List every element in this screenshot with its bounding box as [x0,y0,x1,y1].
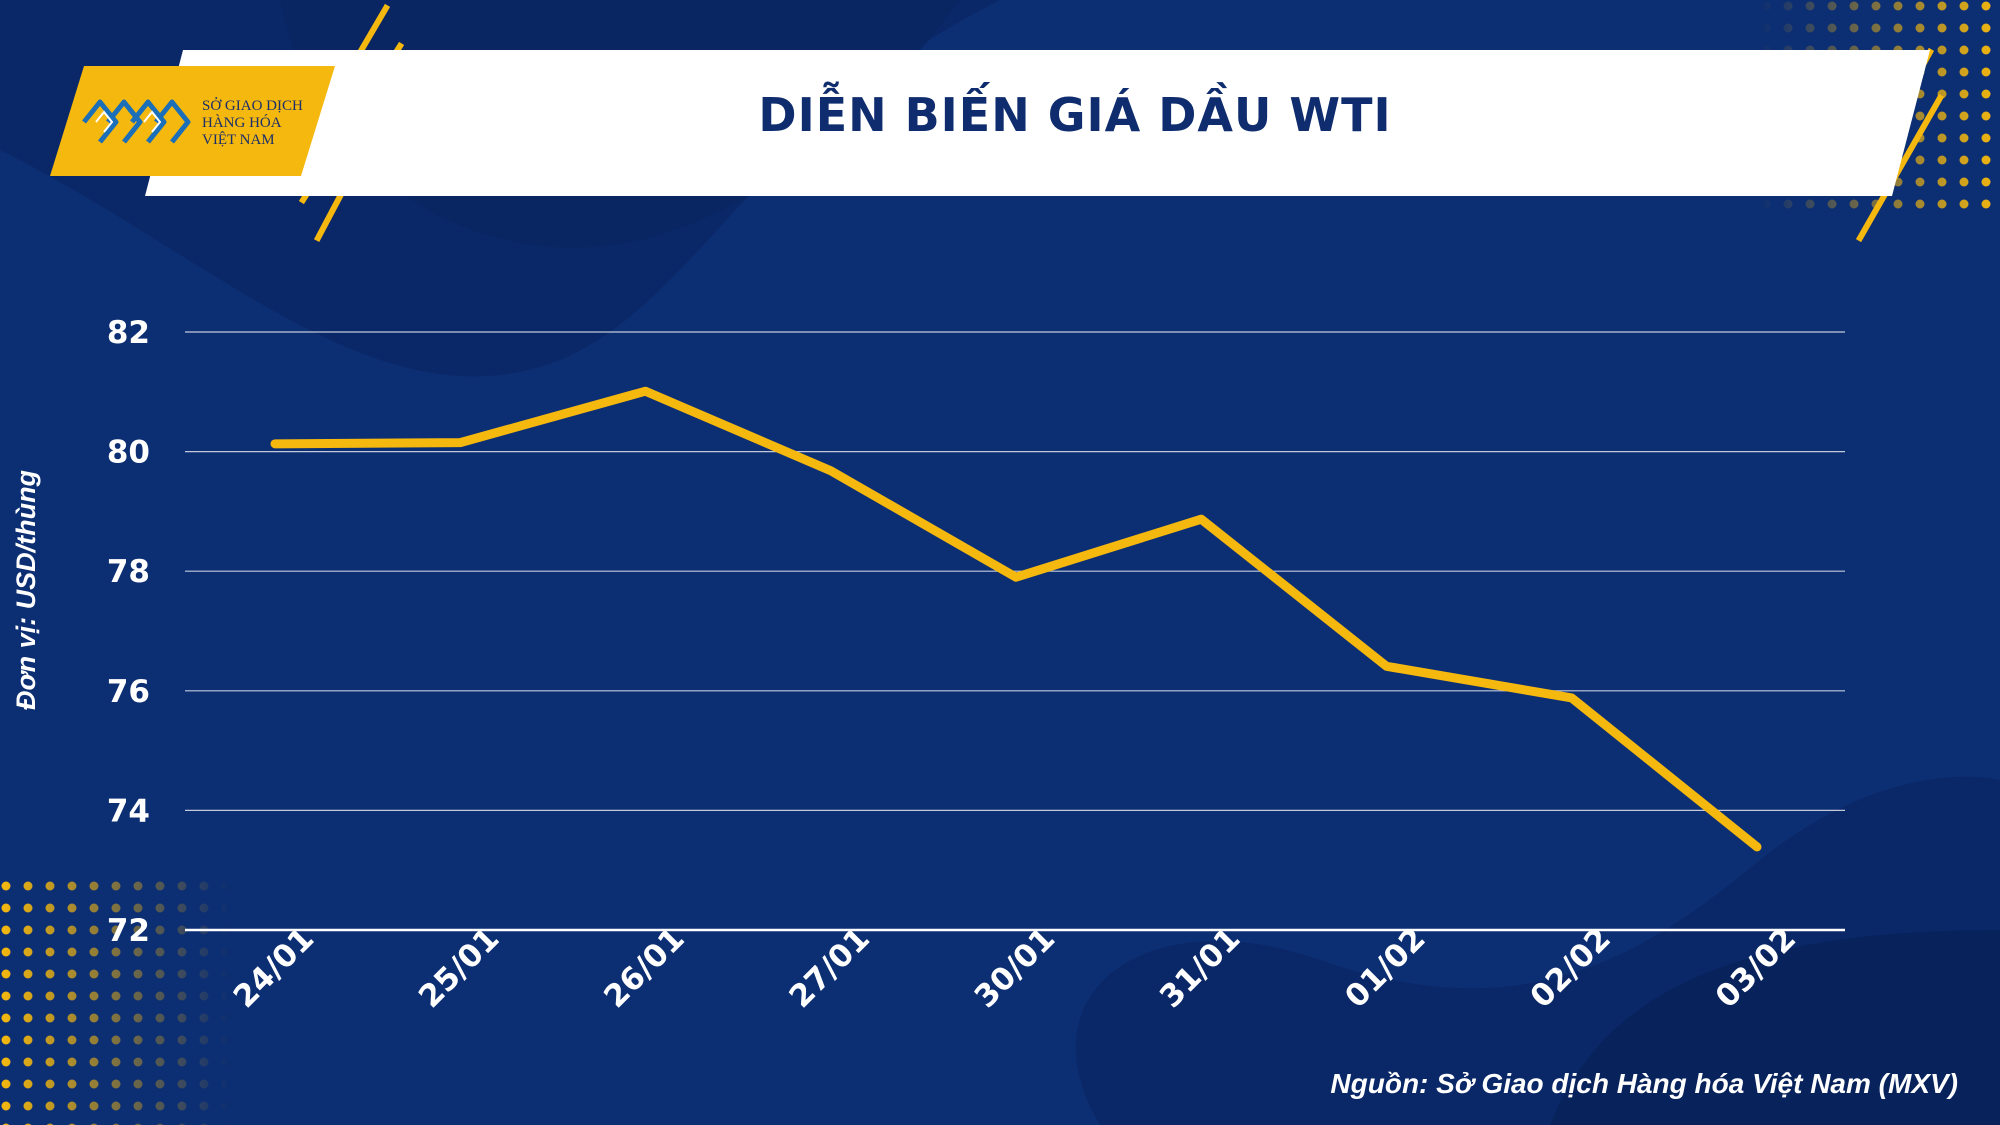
data-point [1382,662,1391,671]
chart-title: DIỄN BIẾN GIÁ DẦU WTI [758,88,1392,142]
data-point [1567,693,1576,702]
logo-line: SỞ GIAO DỊCH [202,98,303,114]
x-tick-label: 02/02 [1523,921,1617,1015]
source-note: Nguồn: Sở Giao dịch Hàng hóa Việt Nam (M… [1330,1068,1958,1099]
series-line [270,386,1762,852]
data-point [826,466,835,475]
y-tick-label: 78 [107,554,150,590]
y-tick-label: 82 [107,315,150,351]
x-tick-label: 24/01 [227,921,321,1015]
data-point [641,387,650,396]
logo-line: VIỆT NAM [202,132,275,148]
x-tick-label: 03/02 [1709,921,1803,1015]
title-banner [145,50,1930,196]
y-tick-label: 80 [107,435,150,471]
logo-line: HÀNG HÓA [202,115,282,131]
x-tick-label: 30/01 [968,921,1062,1015]
y-tick-label: 72 [107,913,150,949]
logo-text: SỞ GIAO DỊCH HÀNG HÓA VIỆT NAM [202,98,303,149]
data-point [1012,573,1020,582]
x-tick-label: 27/01 [782,921,876,1015]
x-tick-label: 26/01 [597,921,691,1015]
data-point [1753,842,1761,851]
accent-stripe [1855,93,1945,243]
logo-icon [82,99,191,144]
y-axis-label: Đơn vị: USD/thùng [11,469,41,710]
y-tick-label: 74 [107,793,150,829]
x-tick-label: 01/02 [1338,921,1432,1015]
x-tick-label: 31/01 [1153,921,1247,1015]
y-tick-label: 76 [107,674,150,710]
x-tick-label: 25/01 [412,921,506,1015]
data-point [456,438,465,447]
data-point [271,439,279,448]
data-point [1197,515,1206,524]
